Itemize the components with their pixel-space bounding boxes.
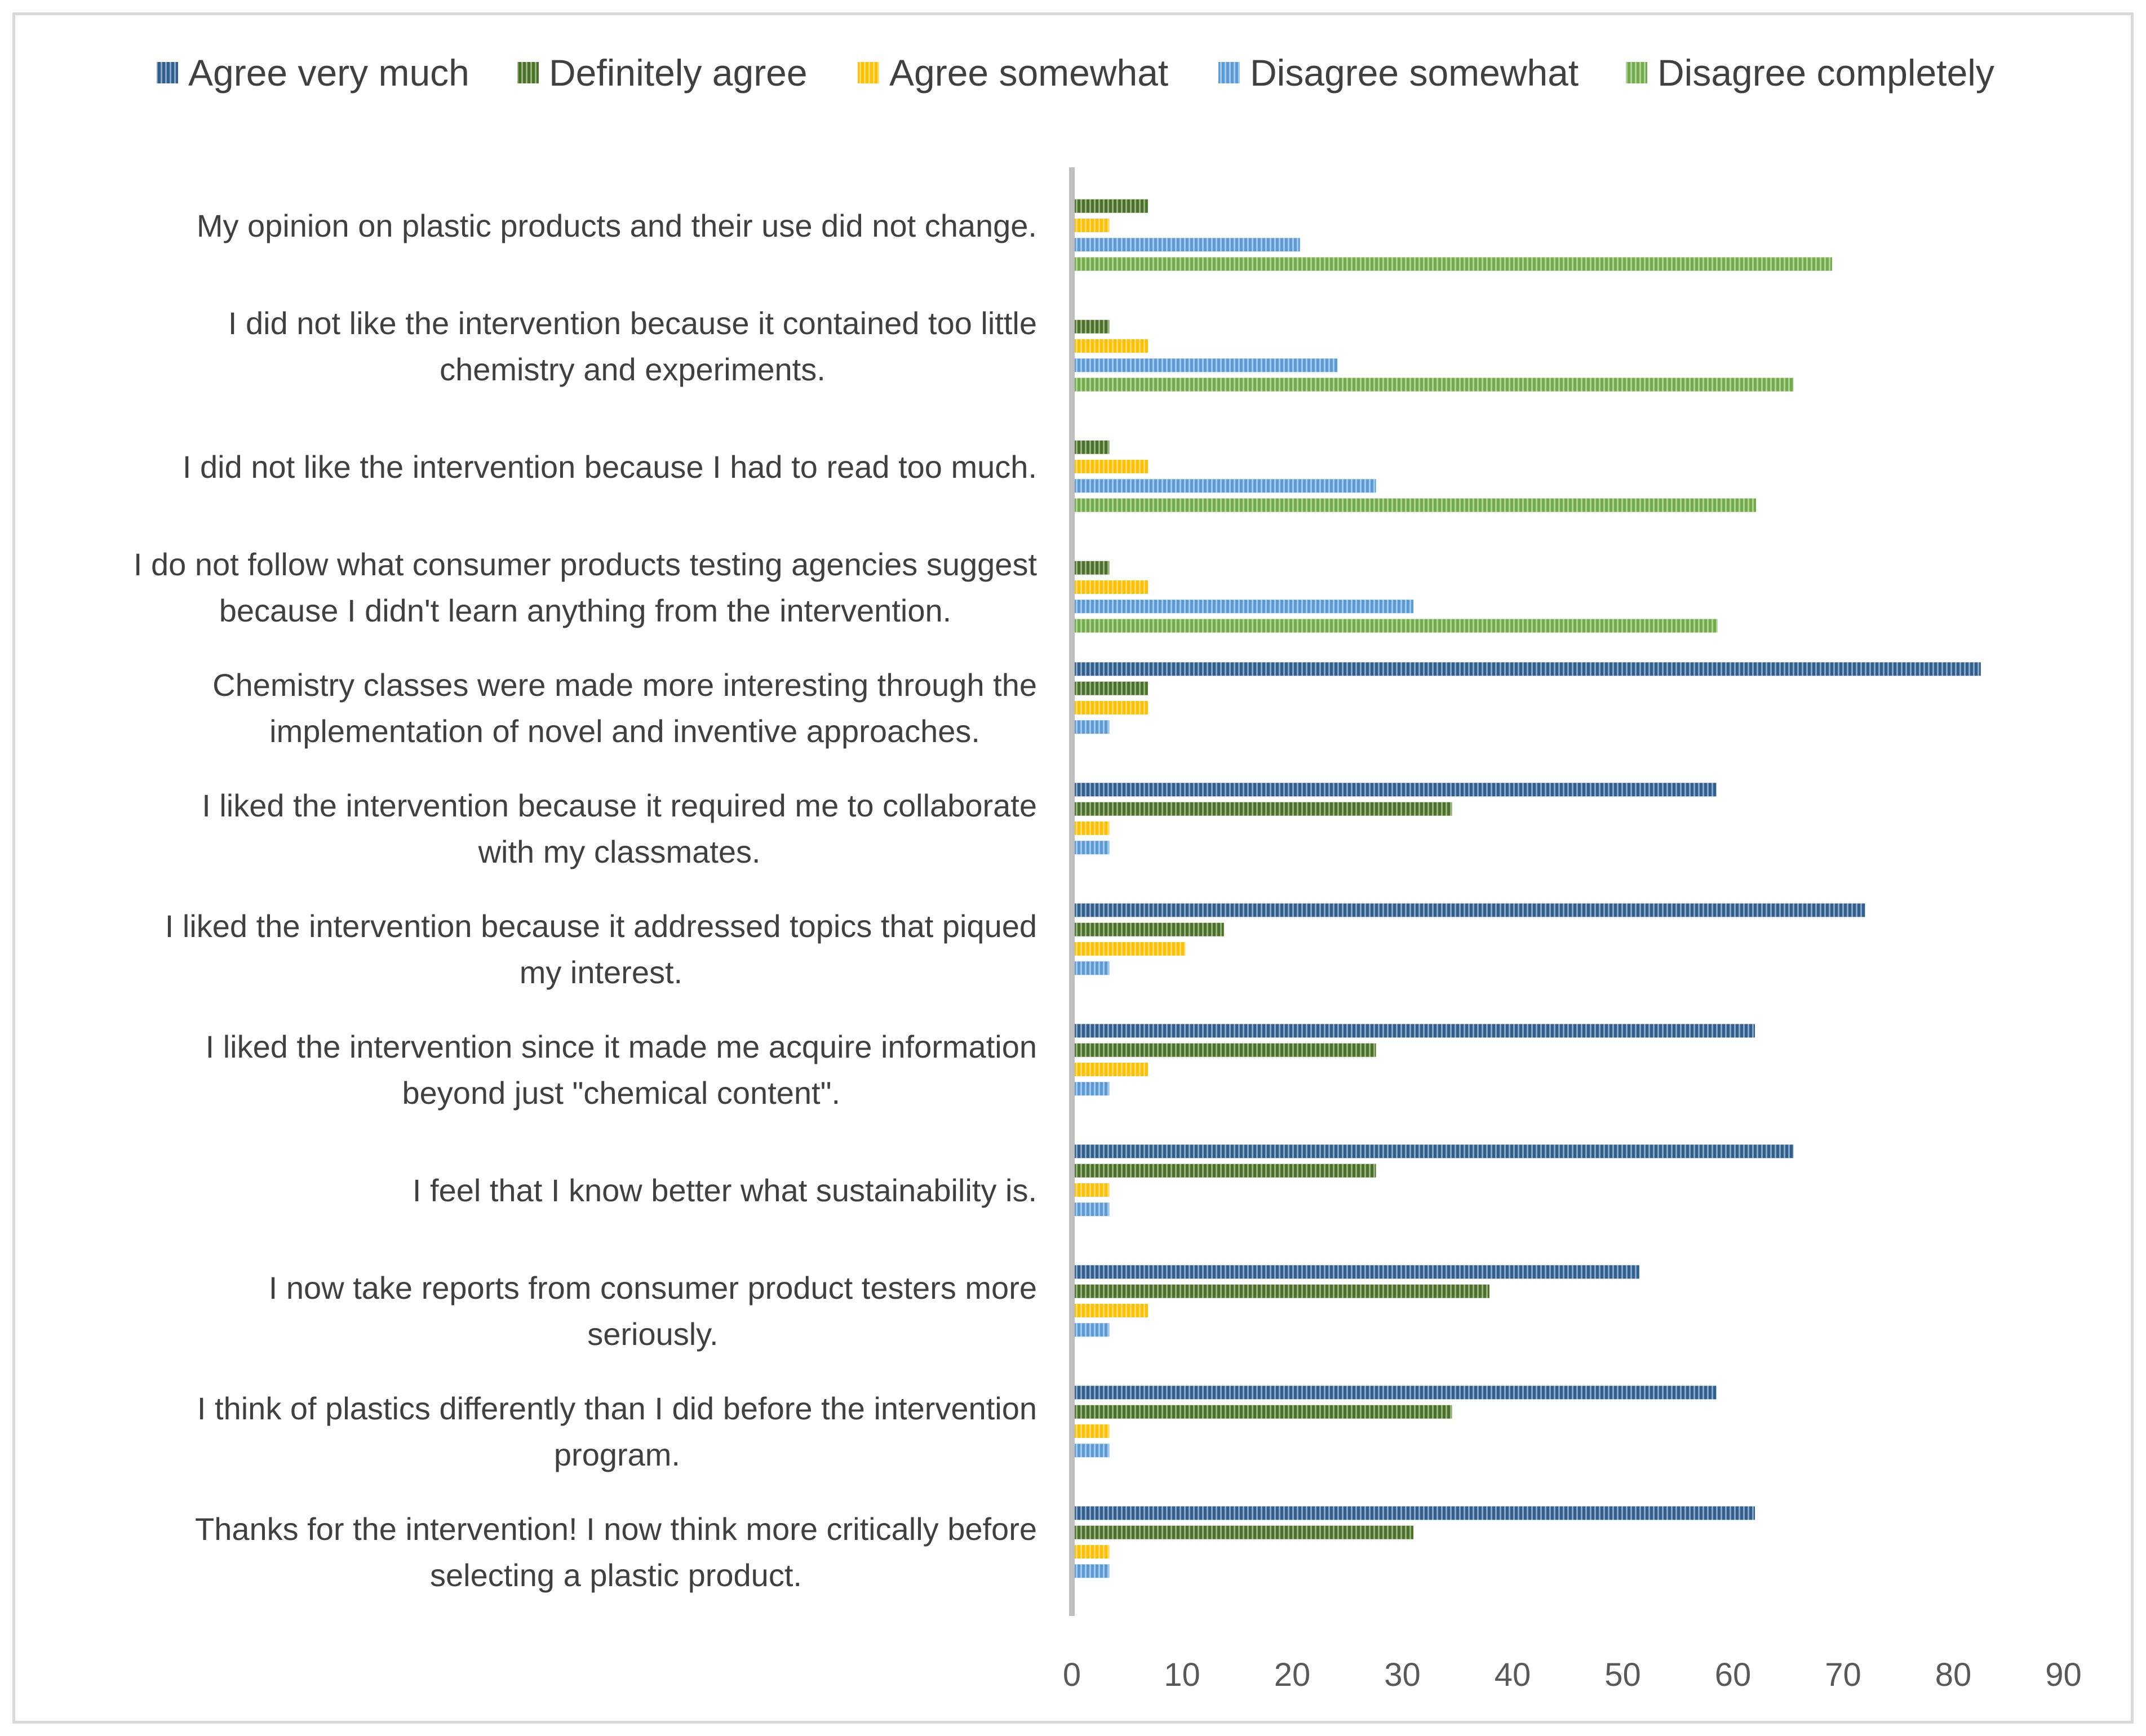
category-label-10-0: I think of plastics differently than I d…: [197, 1391, 1037, 1426]
category-label-6-0: I liked the intervention because it addr…: [165, 908, 1037, 944]
bar-pattern-0-1: [1072, 199, 1148, 213]
bar-pattern-5-1: [1072, 802, 1452, 816]
bar-pattern-0-3: [1072, 238, 1300, 252]
x-tick-label-3: 30: [1384, 1657, 1421, 1693]
category-label-5-0: I liked the intervention because it requ…: [202, 788, 1037, 823]
category-label-0-0: My opinion on plastic products and their…: [197, 208, 1037, 243]
legend-label-3: Disagree somewhat: [1250, 52, 1579, 94]
category-label-5-1: with my classmates.: [478, 834, 761, 869]
category-label-2-0: I did not like the intervention because …: [183, 449, 1037, 485]
legend-swatch-pattern-1: [517, 62, 539, 83]
bar-pattern-2-2: [1072, 460, 1148, 473]
bar-pattern-1-1: [1072, 319, 1110, 334]
category-label-1-1: chemistry and experiments.: [440, 352, 826, 387]
bar-pattern-0-2: [1072, 219, 1110, 232]
bar-pattern-1-4: [1072, 378, 1794, 392]
bar-pattern-2-4: [1072, 498, 1757, 512]
category-label-11-0: Thanks for the intervention! I now think…: [195, 1511, 1037, 1547]
bar-pattern-1-3: [1072, 358, 1338, 372]
x-tick-label-0: 0: [1063, 1657, 1081, 1693]
legend-label-4: Disagree completely: [1657, 52, 1994, 94]
bar-pattern-3-3: [1072, 600, 1414, 614]
bar-pattern-9-2: [1072, 1304, 1148, 1317]
bar-pattern-2-1: [1072, 440, 1110, 454]
legend-swatch-pattern-0: [157, 62, 178, 83]
x-tick-label-5: 50: [1604, 1657, 1641, 1693]
bar-pattern-7-1: [1072, 1043, 1376, 1057]
bar-pattern-10-3: [1072, 1444, 1110, 1458]
x-tick-label-1: 10: [1164, 1657, 1200, 1693]
legend-label-1: Definitely agree: [549, 52, 808, 94]
bar-pattern-9-1: [1072, 1284, 1489, 1298]
x-tick-label-2: 20: [1274, 1657, 1311, 1693]
bar-pattern-11-1: [1072, 1525, 1414, 1539]
bar-pattern-6-1: [1072, 922, 1224, 936]
bar-pattern-6-0: [1072, 903, 1865, 917]
bar-pattern-11-3: [1072, 1564, 1110, 1578]
category-label-6-1: my interest.: [520, 954, 682, 990]
bar-pattern-7-0: [1072, 1024, 1755, 1038]
category-labels: My opinion on plastic products and their…: [134, 208, 1037, 1593]
bar-pattern-7-3: [1072, 1082, 1110, 1096]
category-label-4-1: implementation of novel and inventive ap…: [269, 713, 980, 749]
bar-pattern-10-2: [1072, 1424, 1110, 1438]
bar-pattern-5-2: [1072, 822, 1110, 835]
category-label-9-1: seriously.: [587, 1316, 718, 1352]
category-label-3-1: because I didn't learn anything from the…: [219, 593, 951, 628]
category-label-9-0: I now take reports from consumer product…: [269, 1270, 1037, 1306]
bar-pattern-2-3: [1072, 479, 1376, 493]
bar-pattern-3-4: [1072, 619, 1718, 633]
bar-pattern-4-2: [1072, 701, 1148, 714]
category-label-8-0: I feel that I know better what sustainab…: [413, 1173, 1037, 1208]
x-tick-label-9: 90: [2045, 1657, 2082, 1693]
category-label-10-1: program.: [554, 1437, 680, 1472]
bar-pattern-0-4: [1072, 257, 1832, 271]
legend-label-0: Agree very much: [188, 52, 469, 94]
legend-label-2: Agree somewhat: [889, 52, 1168, 94]
bar-pattern-4-0: [1072, 662, 1981, 676]
bar-pattern-7-2: [1072, 1063, 1148, 1076]
bar-pattern-6-3: [1072, 961, 1110, 975]
bar-pattern-6-2: [1072, 942, 1186, 956]
bar-pattern-11-2: [1072, 1545, 1110, 1559]
bar-pattern-3-2: [1072, 580, 1148, 594]
bar-pattern-5-3: [1072, 841, 1110, 855]
legend-swatch-pattern-3: [1218, 62, 1240, 83]
bar-pattern-8-1: [1072, 1164, 1376, 1178]
bar-pattern-9-3: [1072, 1323, 1110, 1337]
bar-pattern-5-0: [1072, 783, 1717, 797]
bar-pattern-11-0: [1072, 1506, 1755, 1520]
bar-pattern-4-1: [1072, 681, 1148, 695]
bar-pattern-8-0: [1072, 1144, 1794, 1158]
x-tick-label-4: 40: [1495, 1657, 1531, 1693]
x-axis-ticks: 0 10 20 30 40 50 60 70 80 90: [1063, 1657, 2082, 1693]
legend-swatch-pattern-4: [1626, 62, 1647, 83]
bar-pattern-9-0: [1072, 1265, 1639, 1279]
bar-pattern-8-2: [1072, 1183, 1110, 1197]
x-tick-label-6: 60: [1715, 1657, 1752, 1693]
category-label-11-1: selecting a plastic product.: [430, 1557, 802, 1593]
bar-pattern-3-1: [1072, 561, 1110, 575]
bar-pattern-8-3: [1072, 1202, 1110, 1216]
bar-pattern-1-2: [1072, 339, 1148, 353]
bars: [1072, 199, 1981, 1578]
x-tick-label-7: 70: [1825, 1657, 1861, 1693]
category-label-3-0: I do not follow what consumer products t…: [134, 547, 1037, 582]
legend: Agree very much Definitely agree Agree som…: [157, 52, 1994, 94]
category-label-4-0: Chemistry classes were made more interes…: [212, 667, 1037, 703]
bar-pattern-4-3: [1072, 720, 1110, 734]
category-label-7-1: beyond just "chemical content".: [402, 1075, 841, 1111]
category-label-7-0: I liked the intervention since it made m…: [206, 1029, 1037, 1064]
legend-swatch-pattern-2: [858, 62, 879, 83]
bar-pattern-10-0: [1072, 1386, 1717, 1400]
x-tick-label-8: 80: [1935, 1657, 1972, 1693]
bar-pattern-10-1: [1072, 1405, 1452, 1419]
category-label-1-0: I did not like the intervention because …: [228, 305, 1037, 341]
